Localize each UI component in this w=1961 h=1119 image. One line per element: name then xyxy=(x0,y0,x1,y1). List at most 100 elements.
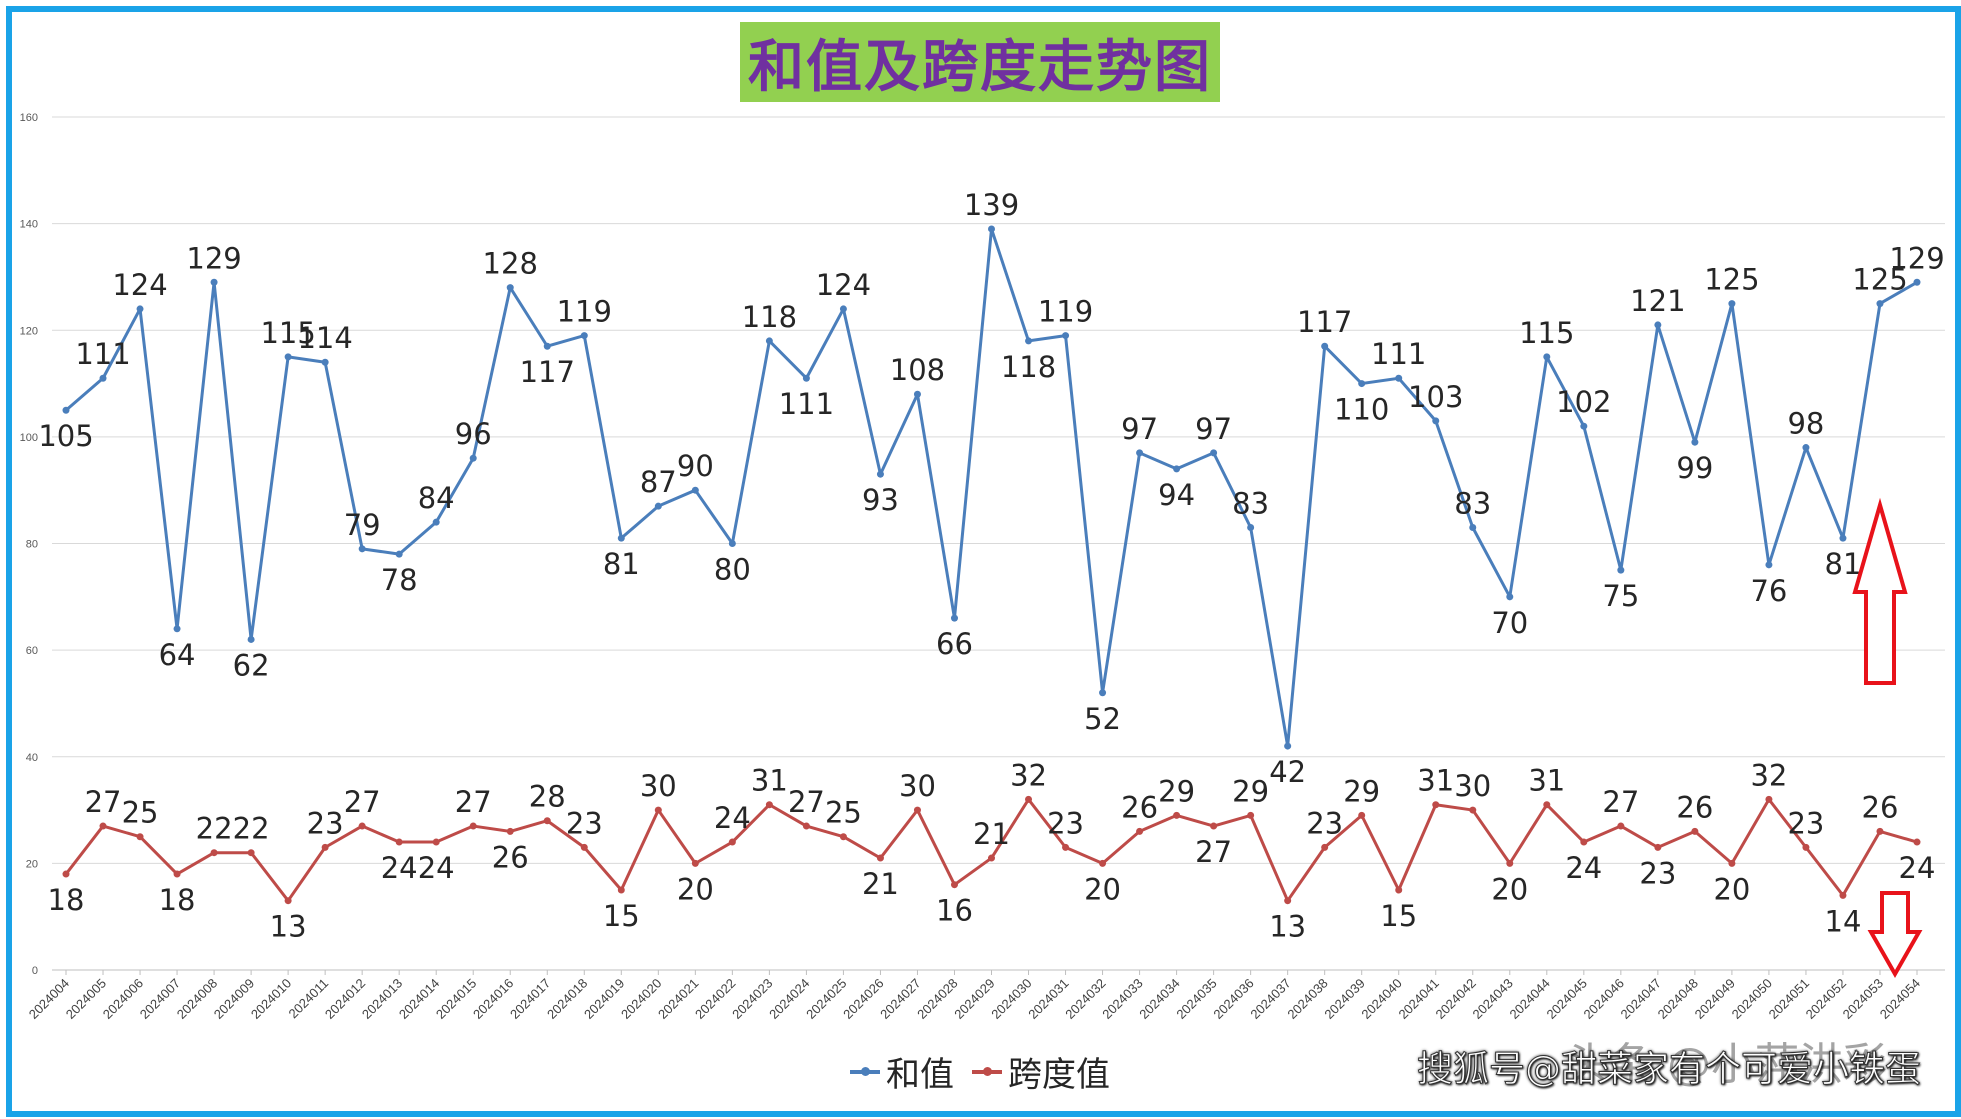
data-label-sum: 83 xyxy=(1454,487,1491,521)
down-arrow-icon xyxy=(1867,891,1923,979)
data-point-sum xyxy=(62,406,70,414)
data-point-sum xyxy=(395,550,403,558)
data-point-sum xyxy=(1136,449,1144,457)
data-point-span xyxy=(580,843,588,851)
watermark: 搜狐号@甜菜家有个可爱小铁蛋 xyxy=(1416,1049,1921,1091)
data-point-span xyxy=(1506,859,1514,867)
data-point-sum xyxy=(691,486,699,494)
legend-label-sum: 和值 xyxy=(886,1055,954,1095)
data-label-span: 24 xyxy=(381,851,418,885)
data-point-sum xyxy=(1876,300,1884,308)
data-label-span: 27 xyxy=(455,785,492,819)
data-point-span xyxy=(432,838,440,846)
data-label-span: 23 xyxy=(307,806,344,840)
data-label-span: 23 xyxy=(566,806,603,840)
data-label-sum: 125 xyxy=(1852,263,1907,297)
data-label-sum: 125 xyxy=(1704,263,1759,297)
data-point-sum xyxy=(1506,593,1514,601)
data-label-span: 23 xyxy=(1306,806,1343,840)
data-label-sum: 75 xyxy=(1602,579,1639,613)
data-point-span xyxy=(728,838,736,846)
data-label-span: 26 xyxy=(1862,790,1899,824)
data-label-sum: 111 xyxy=(1371,337,1426,371)
data-point-span xyxy=(802,822,810,830)
data-point-sum xyxy=(654,502,662,510)
data-label-span: 27 xyxy=(344,785,381,819)
data-point-span xyxy=(1358,811,1366,819)
data-point-span xyxy=(506,827,514,835)
data-point-span xyxy=(1580,838,1588,846)
data-point-sum xyxy=(210,278,218,286)
data-label-span: 25 xyxy=(825,796,862,830)
data-point-sum xyxy=(1284,742,1292,750)
data-label-span: 22 xyxy=(233,812,270,846)
data-point-sum xyxy=(1321,342,1329,350)
legend-item-sum: 和值 xyxy=(850,1047,954,1096)
data-label-sum: 111 xyxy=(75,337,130,371)
data-label-span: 22 xyxy=(196,812,233,846)
y-tick-label: 0 xyxy=(32,965,38,977)
data-point-span xyxy=(247,849,255,857)
data-label-sum: 62 xyxy=(233,648,270,682)
data-label-span: 13 xyxy=(270,910,307,944)
data-label-sum: 114 xyxy=(297,321,352,355)
data-label-sum: 124 xyxy=(816,268,871,302)
data-label-sum: 110 xyxy=(1334,393,1389,427)
y-tick-label: 80 xyxy=(26,539,38,551)
data-point-sum xyxy=(1432,417,1440,425)
data-label-span: 27 xyxy=(1195,835,1232,869)
legend-item-span: 跨度值 xyxy=(972,1047,1110,1096)
data-point-span xyxy=(988,854,995,862)
data-label-sum: 81 xyxy=(603,547,640,581)
data-point-span xyxy=(1654,843,1662,851)
data-point-span xyxy=(1321,843,1329,851)
data-label-sum: 81 xyxy=(1825,547,1862,581)
data-point-sum xyxy=(1728,300,1736,308)
data-point-sum xyxy=(1580,422,1588,430)
data-label-sum: 111 xyxy=(779,387,834,421)
data-label-span: 20 xyxy=(1084,872,1121,906)
data-label-sum: 119 xyxy=(1038,295,1093,329)
data-label-span: 26 xyxy=(1676,790,1713,824)
x-tick-label: 2024010 xyxy=(248,976,294,1022)
data-label-span: 23 xyxy=(1639,856,1676,890)
data-point-span xyxy=(1432,801,1440,809)
annotation-arrows xyxy=(1852,497,1923,979)
data-label-sum: 115 xyxy=(1519,316,1574,350)
data-point-sum xyxy=(988,225,995,233)
data-label-span: 15 xyxy=(603,899,640,933)
data-label-span: 16 xyxy=(936,894,973,928)
data-label-sum: 129 xyxy=(1889,241,1944,275)
data-label-sum: 52 xyxy=(1084,702,1121,736)
data-label-sum: 117 xyxy=(1297,305,1352,339)
data-point-sum xyxy=(284,353,292,361)
chart-title: 和值及跨度走势图 xyxy=(748,33,1212,100)
data-label-sum: 64 xyxy=(159,638,196,672)
data-label-sum: 98 xyxy=(1787,407,1824,441)
data-point-span xyxy=(62,870,70,878)
data-label-span: 26 xyxy=(492,840,529,874)
data-label-span: 25 xyxy=(122,796,159,830)
data-point-span xyxy=(1802,843,1810,851)
watermark-secondary: 头条 @小萍洪彩 xyxy=(1565,1039,1887,1090)
data-point-sum xyxy=(1062,332,1070,340)
data-label-sum: 129 xyxy=(186,241,241,275)
chart-title-box: 和值及跨度走势图 xyxy=(740,22,1220,102)
data-label-span: 24 xyxy=(1899,851,1936,885)
data-label-sum: 83 xyxy=(1232,487,1269,521)
data-label-span: 14 xyxy=(1825,904,1862,938)
data-point-span xyxy=(1284,897,1292,905)
data-point-span xyxy=(1839,891,1847,899)
data-label-sum: 94 xyxy=(1158,478,1195,512)
data-point-sum xyxy=(1913,278,1921,286)
data-label-sum: 119 xyxy=(557,295,612,329)
data-point-span xyxy=(1691,827,1699,835)
data-label-span: 30 xyxy=(1454,769,1491,803)
data-point-sum xyxy=(1617,566,1625,574)
data-label-span: 18 xyxy=(48,883,85,917)
data-label-sum: 78 xyxy=(381,563,418,597)
data-label-span: 32 xyxy=(1010,758,1047,792)
data-label-span: 29 xyxy=(1158,774,1195,808)
data-point-span xyxy=(1765,795,1773,803)
